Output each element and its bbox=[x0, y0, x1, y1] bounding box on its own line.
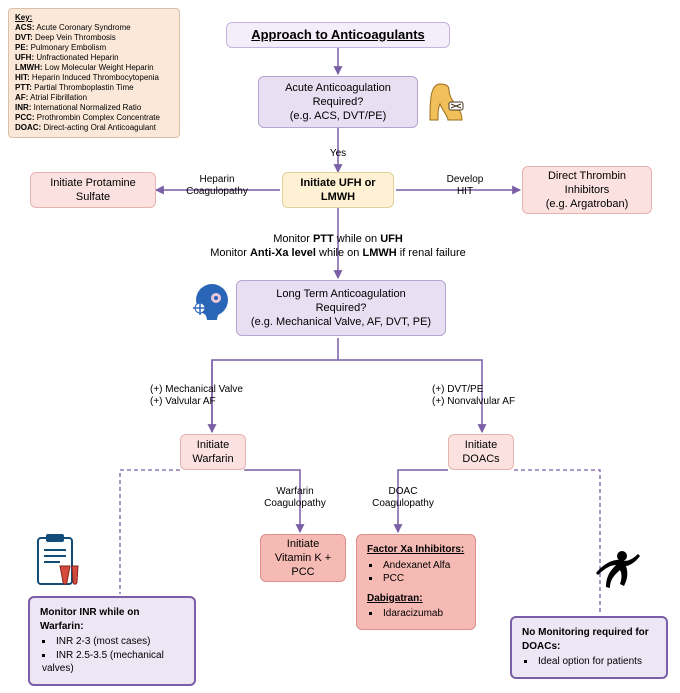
box-inr-monitoring: Monitor INR while on Warfarin: INR 2-3 (… bbox=[28, 596, 196, 686]
t: Vitamin K + bbox=[275, 551, 331, 565]
t: Andexanet Alfa bbox=[369, 559, 465, 573]
key-row: HIT: Heparin Induced Thrombocytopenia bbox=[15, 73, 173, 83]
t: Initiate bbox=[287, 537, 319, 551]
label-warfarin-coag: WarfarinCoagulopathy bbox=[250, 486, 340, 510]
t: Acute Anticoagulation bbox=[285, 81, 391, 95]
key-row: DVT: Deep Vein Thrombosis bbox=[15, 33, 173, 43]
t: PCC bbox=[291, 565, 314, 579]
box-doac-no-monitoring: No Monitoring required for DOACs: Ideal … bbox=[510, 616, 668, 679]
t: Ideal option for patients bbox=[524, 655, 656, 669]
t: (e.g. Mechanical Valve, AF, DVT, PE) bbox=[251, 315, 431, 329]
t: (e.g. Argatroban) bbox=[546, 197, 629, 211]
t: Direct Thrombin bbox=[548, 169, 626, 183]
t: INR 2-3 (most cases) bbox=[42, 635, 184, 649]
node-vitk-pcc: Initiate Vitamin K + PCC bbox=[260, 534, 346, 582]
node-longterm-question: Long Term Anticoagulation Required? (e.g… bbox=[236, 280, 446, 336]
t: PCC bbox=[369, 572, 465, 586]
head-gears-icon bbox=[186, 278, 234, 331]
note-monitor: Monitor PTT while on UFH Monitor Anti-Xa… bbox=[160, 232, 516, 261]
t: LMWH bbox=[321, 190, 355, 204]
key-row: UFH: Unfractionated Heparin bbox=[15, 53, 173, 63]
key-row: PE: Pulmonary Embolism bbox=[15, 43, 173, 53]
key-row: PCC: Prothrombin Complex Concentrate bbox=[15, 113, 173, 123]
key-row: PTT: Partial Thromboplastin Time bbox=[15, 83, 173, 93]
node-protamine: Initiate Protamine Sulfate bbox=[30, 172, 156, 208]
node-doac-reversal: Factor Xa Inhibitors: Andexanet Alfa PCC… bbox=[356, 534, 476, 630]
key-legend: Key: ACS: Acute Coronary SyndromeDVT: De… bbox=[8, 8, 180, 138]
t: No Monitoring required for DOACs: bbox=[522, 626, 656, 653]
t: Sulfate bbox=[76, 190, 110, 204]
title-text: Approach to Anticoagulants bbox=[251, 27, 425, 44]
node-warfarin: InitiateWarfarin bbox=[180, 434, 246, 470]
t: Long Term Anticoagulation bbox=[276, 287, 405, 301]
key-row: AF: Atrial Fibrillation bbox=[15, 93, 173, 103]
node-doacs: InitiateDOACs bbox=[448, 434, 514, 470]
key-row: ACS: Acute Coronary Syndrome bbox=[15, 23, 173, 33]
t: Monitor Anti-Xa level while on LMWH if r… bbox=[160, 246, 516, 260]
clipboard-lab-icon bbox=[32, 532, 82, 595]
t: Idaracizumab bbox=[369, 607, 465, 621]
label-dvt-pe: (+) DVT/PE(+) Nonvalvular AF bbox=[432, 384, 572, 408]
t: Required? bbox=[313, 95, 364, 109]
t: Initiate UFH or bbox=[300, 176, 375, 190]
t: Required? bbox=[316, 301, 367, 315]
title: Approach to Anticoagulants bbox=[226, 22, 450, 48]
t: (e.g. ACS, DVT/PE) bbox=[290, 109, 387, 123]
t: Monitor INR while on Warfarin: bbox=[40, 606, 184, 633]
t: INR 2.5-3.5 (mechanical valves) bbox=[42, 649, 184, 676]
key-row: DOAC: Direct-acting Oral Anticoagulant bbox=[15, 123, 173, 133]
label-heparin-coag: HeparinCoagulopathy bbox=[174, 174, 260, 198]
key-row: LMWH: Low Molecular Weight Heparin bbox=[15, 63, 173, 73]
node-dti: Direct Thrombin Inhibitors (e.g. Argatro… bbox=[522, 166, 652, 214]
t: Factor Xa Inhibitors: bbox=[367, 543, 465, 557]
node-acute-question: Acute Anticoagulation Required? (e.g. AC… bbox=[258, 76, 418, 128]
person-jumping-icon bbox=[594, 548, 644, 611]
t: Initiate Protamine bbox=[50, 176, 136, 190]
label-mech-valve: (+) Mechanical Valve(+) Valvular AF bbox=[150, 384, 290, 408]
t: Monitor PTT while on UFH bbox=[160, 232, 516, 246]
label-yes: Yes bbox=[326, 148, 350, 160]
leg-bandage-icon bbox=[426, 82, 466, 131]
label-develop-hit: DevelopHIT bbox=[432, 174, 498, 198]
key-title: Key: bbox=[15, 13, 173, 23]
t: Dabigatran: bbox=[367, 592, 465, 606]
label-doac-coag: DOACCoagulopathy bbox=[358, 486, 448, 510]
key-row: INR: International Normalized Ratio bbox=[15, 103, 173, 113]
node-ufh-lmwh: Initiate UFH or LMWH bbox=[282, 172, 394, 208]
t: Inhibitors bbox=[565, 183, 610, 197]
